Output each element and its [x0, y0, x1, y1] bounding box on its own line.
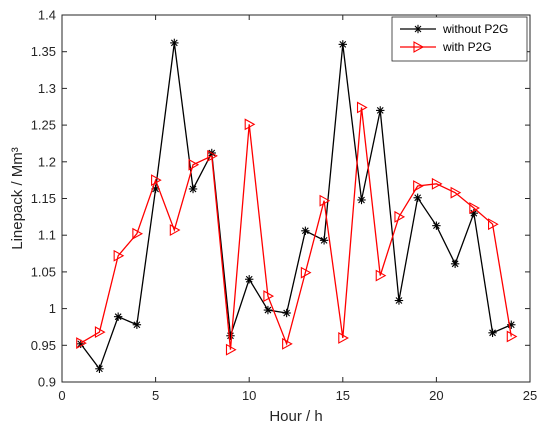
without-p2g-point [188, 184, 198, 194]
without-p2g-point [394, 296, 404, 305]
with-p2g-point [356, 101, 368, 114]
without-p2g-point [319, 236, 329, 245]
with-p2g-point [300, 266, 312, 279]
without-p2g-point [357, 195, 366, 205]
y-tick-label: 1.2 [38, 154, 56, 169]
without-p2g-point [301, 226, 310, 235]
y-tick-label: 1.25 [31, 118, 56, 133]
without-p2g-point [226, 331, 235, 340]
y-tick-label: 1.3 [38, 81, 56, 96]
with-p2g-point [244, 118, 256, 131]
with-p2g-point [94, 326, 106, 339]
without-p2g-point [95, 364, 104, 373]
with-p2g-point [431, 177, 443, 190]
legend-with-p2g-marker [413, 41, 425, 53]
legend: without P2G with P2G [391, 16, 528, 62]
with-p2g-point [394, 210, 406, 223]
without-p2g-point [338, 40, 347, 49]
y-tick-label: 1 [49, 301, 56, 316]
x-tick-label: 0 [58, 388, 65, 403]
with-p2g-point [151, 174, 162, 187]
series-layer [76, 38, 518, 373]
plot-area [62, 15, 530, 382]
y-tick-label: 1.15 [31, 191, 56, 206]
with-p2g-point [319, 194, 331, 207]
x-tick-label: 25 [523, 388, 537, 403]
with-p2g-point [113, 249, 125, 262]
y-tick-label: 1.05 [31, 264, 56, 279]
x-tick-label: 5 [152, 388, 159, 403]
with-p2g-point [506, 330, 518, 343]
without-p2g-point [488, 328, 497, 338]
without-p2g-point [413, 193, 422, 202]
y-tick-label: 1.35 [31, 44, 56, 59]
x-axis: 0 5 10 15 20 25 [58, 15, 537, 403]
with-p2g-point [282, 337, 293, 350]
x-tick-label: 15 [336, 388, 350, 403]
x-tick-label: 10 [242, 388, 256, 403]
without-p2g-point [132, 320, 142, 329]
with-p2g-point [132, 227, 144, 240]
y-axis: 0.9 0.95 1 1.05 1.1 1.15 1.2 1.25 1.3 1.35 1.4 [31, 8, 530, 390]
legend-box [391, 16, 528, 62]
with-p2g-point [263, 290, 275, 303]
with-p2g-point [225, 343, 237, 356]
with-p2g-point [169, 224, 181, 236]
with-p2g-point [413, 180, 424, 192]
without-p2g-point [432, 221, 441, 230]
legend-with-p2g-label: with P2G [442, 40, 492, 54]
y-tick-label: 0.9 [38, 375, 56, 390]
with-p2g-point [188, 158, 200, 171]
without-p2g-point [376, 106, 385, 115]
without-p2g-point [450, 259, 460, 269]
without-p2g-point [113, 312, 123, 321]
x-tick-label: 20 [429, 388, 443, 403]
with-p2g-point [375, 269, 387, 282]
y-tick-label: 0.95 [31, 338, 56, 353]
legend-without-p2g-marker [413, 24, 423, 34]
y-tick-label: 1.1 [38, 228, 56, 243]
with-p2g-point [488, 218, 499, 231]
x-axis-label: Hour / h [269, 408, 322, 425]
with-p2g-point [469, 202, 480, 214]
without-p2g-point [170, 38, 179, 48]
y-axis-label: Linepack / Mm³ [9, 147, 26, 250]
with-p2g-point [338, 332, 349, 344]
with-p2g-point [207, 149, 218, 162]
without-p2g-point [282, 308, 291, 318]
without-p2g-point [263, 305, 273, 315]
without-p2g-point [245, 275, 254, 284]
without-p2g-line [80, 42, 512, 371]
y-tick-label: 1.4 [38, 8, 56, 23]
with-p2g-point [450, 186, 462, 199]
with-p2g-point [76, 337, 87, 350]
legend-without-p2g-label: without P2G [442, 22, 508, 36]
